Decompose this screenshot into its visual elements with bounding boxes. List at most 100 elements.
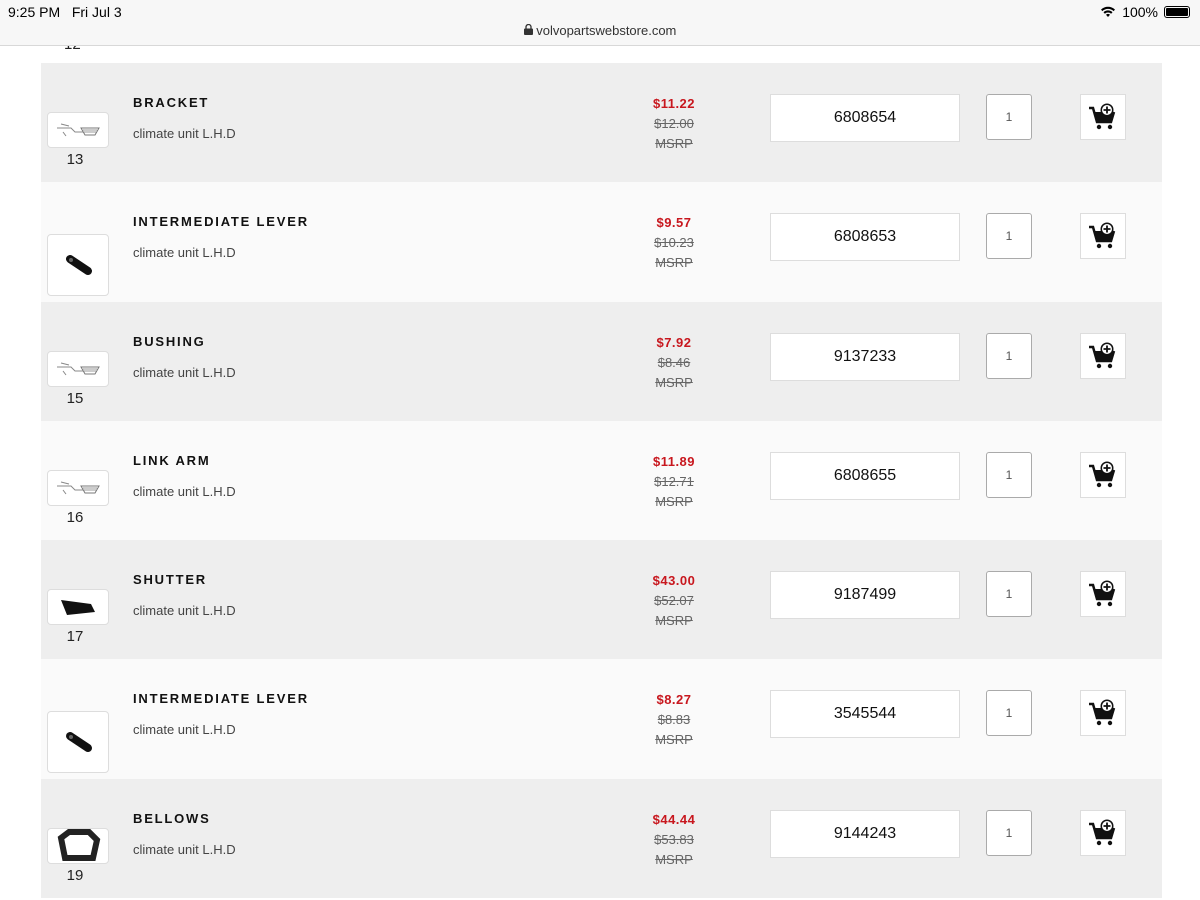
diagram-number: 19 (66, 866, 84, 884)
status-right: 100% (1100, 4, 1190, 20)
quantity-input[interactable]: 1 (986, 213, 1032, 260)
part-image[interactable] (47, 469, 109, 506)
part-number-field: 3545544 (770, 690, 960, 739)
part-image[interactable] (47, 234, 109, 297)
add-to-cart-button[interactable] (1080, 809, 1126, 856)
sale-price: $7.92 (656, 334, 692, 350)
lever-icon (66, 732, 92, 753)
quantity-input[interactable]: 1 (986, 809, 1032, 856)
quantity-input[interactable]: 1 (986, 451, 1032, 498)
part-row: 13 BRACKET climate unit L.H.D $11.22 $12… (41, 63, 1162, 183)
price-block: $43.00 $52.07 MSRP (624, 571, 724, 631)
add-to-cart-button[interactable] (1080, 94, 1126, 140)
quantity-input[interactable]: 1 (986, 571, 1032, 618)
sale-price: $43.00 (652, 573, 696, 589)
sale-price: $44.44 (652, 811, 696, 827)
parts-list: 13 BRACKET climate unit L.H.D $11.22 $12… (41, 63, 1162, 899)
add-to-cart-icon (1089, 103, 1116, 130)
part-number-field: 6808655 (770, 451, 960, 500)
add-to-cart-icon (1089, 461, 1116, 488)
shutter-icon (61, 600, 95, 616)
part-name[interactable]: INTERMEDIATE LEVER (133, 691, 309, 707)
sale-price: $11.89 (652, 453, 696, 469)
quantity-input[interactable]: 1 (986, 332, 1032, 379)
part-description: climate unit L.H.D (133, 603, 236, 619)
part-row: 16 LINK ARM climate unit L.H.D $11.89 $1… (41, 420, 1162, 541)
address-bar[interactable]: volvopartswebstore.com (0, 23, 1200, 38)
msrp-label: MSRP (655, 851, 693, 867)
part-row: 15 BUSHING climate unit L.H.D $7.92 $8.4… (41, 301, 1162, 421)
part-number-field: 9144243 (770, 809, 960, 858)
part-number-field: 9137233 (770, 332, 960, 381)
lock-icon (523, 23, 533, 35)
add-to-cart-icon (1089, 580, 1116, 607)
part-name[interactable]: LINK ARM (133, 452, 211, 468)
add-to-cart-button[interactable] (1080, 213, 1126, 260)
price-block: $44.44 $53.83 MSRP (624, 810, 724, 870)
add-to-cart-icon (1089, 222, 1116, 249)
price-block: $7.92 $8.46 MSRP (624, 333, 724, 393)
part-image[interactable] (47, 589, 109, 626)
msrp-label: MSRP (655, 255, 693, 271)
msrp-price: $10.23 (654, 235, 694, 251)
part-number-field: 6808653 (770, 213, 960, 262)
diagram-number: 17 (66, 628, 84, 646)
part-name[interactable]: INTERMEDIATE LEVER (133, 214, 309, 230)
part-diagram-icon (57, 362, 100, 375)
msrp-price: $52.07 (654, 593, 694, 609)
part-number-field: 6808654 (770, 94, 960, 142)
part-name[interactable]: BUSHING (133, 333, 206, 349)
sale-price: $9.57 (656, 215, 692, 231)
msrp-price: $12.71 (654, 473, 694, 489)
sale-price: $8.27 (656, 692, 692, 708)
part-diagram-icon (57, 481, 100, 495)
part-number-field: 9187499 (770, 571, 960, 620)
part-image[interactable] (47, 827, 109, 864)
part-name[interactable]: BRACKET (133, 95, 210, 110)
sale-price: $11.22 (652, 96, 696, 111)
quantity-input[interactable]: 1 (986, 690, 1032, 737)
part-description: climate unit L.H.D (133, 841, 236, 857)
msrp-label: MSRP (655, 374, 693, 390)
part-name[interactable]: BELLOWS (133, 810, 211, 826)
msrp-price: $8.83 (657, 712, 691, 728)
wifi-icon (1101, 6, 1116, 17)
msrp-label: MSRP (655, 136, 693, 151)
part-image[interactable] (47, 112, 109, 148)
price-block: $11.89 $12.71 MSRP (624, 452, 724, 512)
msrp-label: MSRP (655, 493, 693, 509)
add-to-cart-icon (1089, 819, 1116, 845)
part-description: climate unit L.H.D (133, 364, 236, 380)
add-to-cart-button[interactable] (1080, 332, 1126, 379)
add-to-cart-button[interactable] (1080, 690, 1126, 737)
diagram-number: 15 (66, 389, 84, 407)
part-name[interactable]: SHUTTER (133, 572, 207, 588)
price-block: $8.27 $8.83 MSRP (624, 690, 724, 750)
diagram-number: 13 (66, 151, 84, 168)
add-to-cart-icon (1089, 342, 1116, 368)
url-text: volvopartswebstore.com (536, 23, 677, 38)
msrp-label: MSRP (655, 732, 693, 748)
quantity-input[interactable]: 1 (986, 94, 1032, 140)
msrp-price: $12.00 (654, 116, 694, 131)
part-image[interactable] (47, 711, 109, 774)
battery-percent: 100% (1122, 4, 1158, 20)
part-description: climate unit L.H.D (133, 126, 236, 141)
part-row: INTERMEDIATE LEVER climate unit L.H.D $8… (41, 659, 1162, 779)
part-image[interactable] (47, 350, 109, 387)
msrp-price: $8.46 (657, 354, 691, 370)
part-row: 17 SHUTTER climate unit L.H.D $43.00 $52… (41, 540, 1162, 660)
status-bar: 9:25 PM Fri Jul 3 100% volvopartswebstor… (0, 0, 1200, 46)
msrp-label: MSRP (655, 613, 693, 629)
add-to-cart-button[interactable] (1080, 571, 1126, 618)
part-row: 19 BELLOWS climate unit L.H.D $44.44 $53… (41, 778, 1162, 899)
msrp-price: $53.83 (654, 831, 694, 847)
part-description: climate unit L.H.D (133, 483, 236, 499)
add-to-cart-button[interactable] (1080, 451, 1126, 498)
lever-icon (66, 255, 92, 276)
part-diagram-icon (57, 123, 100, 137)
part-description: climate unit L.H.D (133, 722, 236, 738)
bellows-icon (57, 828, 101, 861)
battery-icon (1164, 6, 1190, 18)
diagram-number: 16 (66, 508, 84, 526)
